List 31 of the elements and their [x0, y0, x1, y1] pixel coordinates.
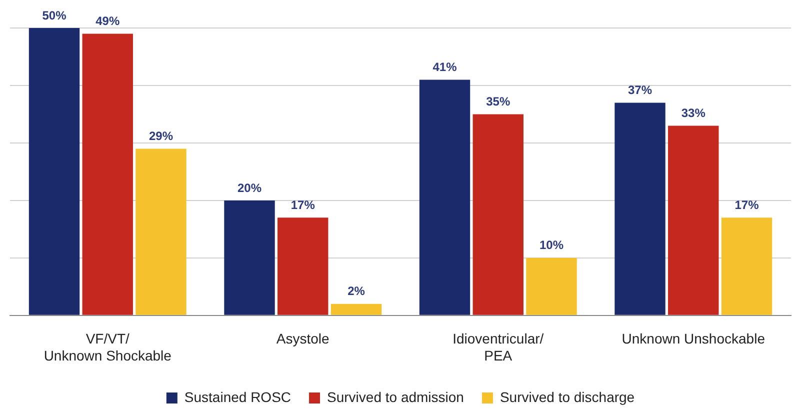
data-label: 10%	[539, 238, 564, 252]
bar	[668, 126, 719, 315]
data-label: 20%	[237, 180, 262, 195]
legend-label: Sustained ROSC	[184, 388, 292, 405]
bar	[472, 114, 524, 315]
data-label: 50%	[42, 8, 67, 22]
data-label: 17%	[734, 198, 760, 212]
x-tick-label: Idioventricular/ PEA	[452, 330, 544, 364]
bar	[28, 28, 80, 315]
x-tick-label: Unknown Unshockable	[622, 330, 766, 347]
x-tick-label: VF/VT/ Unknown Shockable	[44, 330, 172, 364]
bar	[526, 258, 577, 315]
legend-label: Survived to discharge	[500, 388, 635, 405]
data-label: 37%	[628, 83, 652, 98]
bar	[419, 80, 470, 315]
bar	[224, 200, 275, 315]
x-tick-label: Asystole	[276, 330, 330, 347]
data-label: 35%	[486, 94, 510, 109]
legend-label: Survived to admission	[327, 388, 464, 405]
bar	[278, 218, 328, 315]
bar	[330, 304, 382, 315]
data-label: 49%	[96, 14, 120, 28]
data-label: 29%	[148, 129, 174, 144]
bar	[82, 34, 133, 315]
data-label: 17%	[290, 198, 316, 212]
data-label: 41%	[432, 60, 458, 74]
data-label: 33%	[681, 106, 706, 120]
data-label: 2%	[348, 284, 366, 298]
bar	[136, 148, 186, 315]
bar	[614, 102, 666, 315]
bar	[721, 218, 772, 315]
